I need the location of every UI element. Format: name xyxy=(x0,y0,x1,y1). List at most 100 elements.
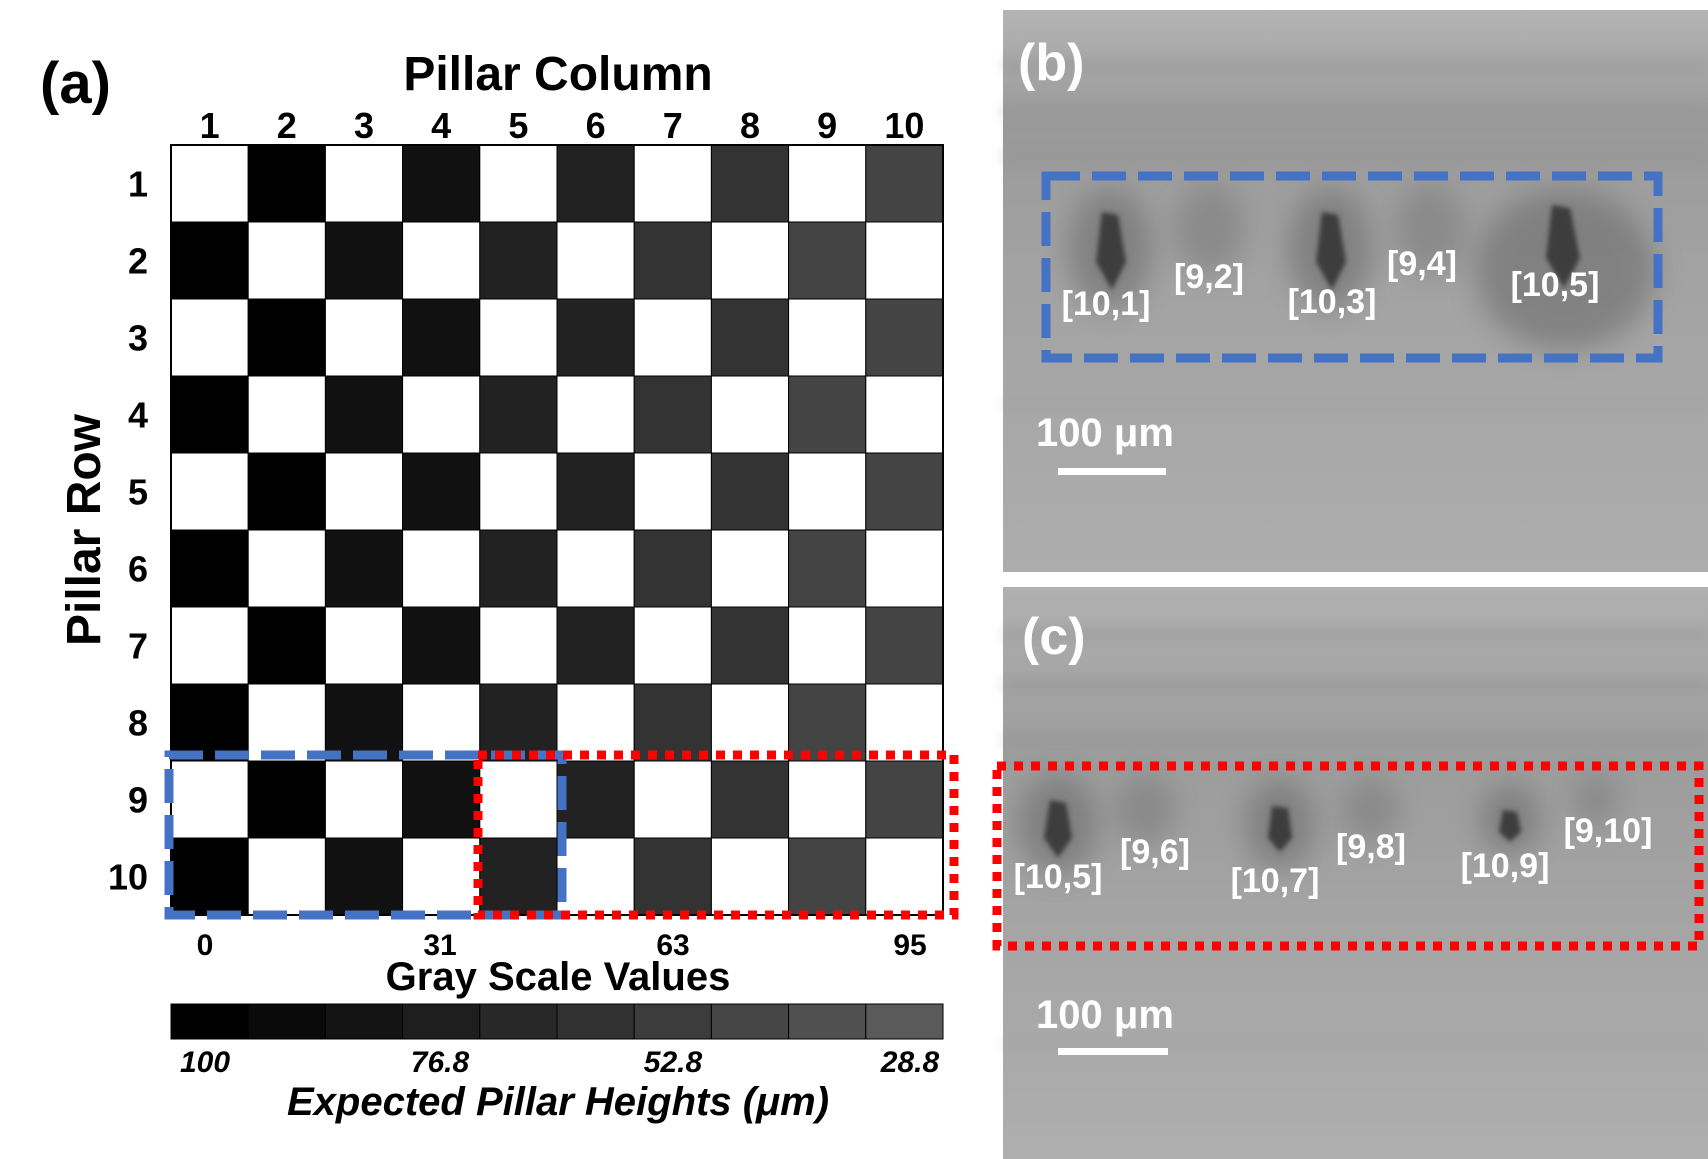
height-axis-title: Expected Pillar Heights (μm) xyxy=(287,1080,829,1124)
grid-cell-r9-c10 xyxy=(865,760,944,839)
grid-cell-r7-c6 xyxy=(556,606,635,685)
grid-cell-r8-c2 xyxy=(247,683,326,762)
grid-cell-r10-c4 xyxy=(402,837,481,916)
grid-cell-r9-c8 xyxy=(710,760,790,839)
grid-cell-r5-c4 xyxy=(402,452,481,531)
checkerboard-grid xyxy=(170,144,944,916)
gray-swatch xyxy=(170,1003,249,1040)
grid-cell-r6-c9 xyxy=(788,529,867,608)
grid-cell-r1-c9 xyxy=(788,144,867,223)
scale-bar-label-b: 100 μm xyxy=(1036,411,1174,455)
panel-c-label: (c) xyxy=(1022,608,1086,666)
grid-cell-r7-c8 xyxy=(710,606,790,685)
grid-cell-r4-c10 xyxy=(865,375,944,454)
grid-cell-r5-c6 xyxy=(556,452,635,531)
panel-a-label: (a) xyxy=(40,51,111,116)
pillar-labels-b: [10,1] [9,2] [10,3] [9,4] [10,5] xyxy=(1062,245,1600,323)
red-dotted-box-c xyxy=(992,761,1704,951)
grid-cell-r6-c7 xyxy=(633,529,712,608)
pillar-label-b: [10,1] xyxy=(1062,285,1151,323)
row-axis-title: Pillar Row xyxy=(58,413,111,646)
grid-cell-r9-c5 xyxy=(479,760,558,839)
grid-cell-r5-c3 xyxy=(324,452,404,531)
grid-cell-r10-c7 xyxy=(633,837,712,916)
grid-cell-r7-c10 xyxy=(865,606,944,685)
height-tick: 100 xyxy=(180,1046,230,1079)
grid-cell-r4-c6 xyxy=(556,375,635,454)
grid-cell-r1-c5 xyxy=(479,144,558,223)
gray-swatch xyxy=(479,1003,558,1040)
grid-cell-r8-c9 xyxy=(788,683,867,762)
blue-dashed-box-b xyxy=(1041,171,1663,363)
grid-cell-r3-c1 xyxy=(170,298,249,377)
row-label: 2 xyxy=(128,241,148,282)
red-dotted-box xyxy=(473,750,959,920)
gray-swatch xyxy=(247,1003,326,1040)
row-label: 1 xyxy=(128,164,148,205)
column-label: 6 xyxy=(586,105,606,146)
row-label: 3 xyxy=(128,318,148,359)
grid-cell-r10-c8 xyxy=(710,837,790,916)
column-labels: 1 2 3 4 5 6 7 8 9 10 xyxy=(200,105,925,146)
row-labels: 1 2 3 4 5 6 7 8 9 10 xyxy=(108,164,148,898)
grid-cell-r6-c3 xyxy=(324,529,404,608)
grid-cell-r1-c1 xyxy=(170,144,249,223)
grid-cell-r3-c10 xyxy=(865,298,944,377)
gray-scale-bar xyxy=(170,1003,944,1040)
grid-cell-r1-c10 xyxy=(865,144,944,223)
grid-cell-r10-c5 xyxy=(479,837,558,916)
grid-cell-r9-c7 xyxy=(633,760,712,839)
gray-scale-tick: 95 xyxy=(893,929,926,962)
grid-cell-r2-c3 xyxy=(324,221,404,300)
grid-cell-r4-c1 xyxy=(170,375,249,454)
row-label: 6 xyxy=(128,549,148,590)
grid-cell-r10-c10 xyxy=(865,837,944,916)
grid-cell-r9-c6 xyxy=(556,760,635,839)
grid-cell-r2-c2 xyxy=(247,221,326,300)
grid-cell-r2-c9 xyxy=(788,221,867,300)
scale-bar-label-c: 100 μm xyxy=(1036,993,1174,1037)
grid-cell-r4-c4 xyxy=(402,375,481,454)
grid-cell-r3-c5 xyxy=(479,298,558,377)
grid-cell-r2-c1 xyxy=(170,221,249,300)
pillar-label-c: [9,8] xyxy=(1336,828,1406,866)
grid-cell-r2-c4 xyxy=(402,221,481,300)
pillar-label-c: [9,6] xyxy=(1120,833,1190,871)
grid-cell-r5-c8 xyxy=(710,452,790,531)
column-axis-title: Pillar Column xyxy=(403,48,712,101)
scale-bar-c xyxy=(1058,1048,1168,1055)
grid-cell-r2-c7 xyxy=(633,221,712,300)
grid-cell-r9-c4 xyxy=(402,760,481,839)
panel-b-label: (b) xyxy=(1018,34,1084,92)
grid-cell-r7-c7 xyxy=(633,606,712,685)
grid-cell-r6-c2 xyxy=(247,529,326,608)
grid-cell-r7-c9 xyxy=(788,606,867,685)
grid-cell-r8-c5 xyxy=(479,683,558,762)
gray-scale-tick: 63 xyxy=(656,929,689,962)
grid-cell-r3-c8 xyxy=(710,298,790,377)
grid-cell-r5-c5 xyxy=(479,452,558,531)
grid-cell-r3-c6 xyxy=(556,298,635,377)
column-label: 3 xyxy=(354,105,374,146)
grid-cell-r9-c2 xyxy=(247,760,326,839)
pillar-label-b: [10,3] xyxy=(1288,283,1377,321)
pillars-b xyxy=(1068,185,1655,350)
column-label: 5 xyxy=(508,105,528,146)
grid-cell-r5-c1 xyxy=(170,452,249,531)
grid-cell-r2-c6 xyxy=(556,221,635,300)
column-label: 1 xyxy=(200,105,220,146)
grid-cell-r6-c6 xyxy=(556,529,635,608)
grid-cell-r1-c7 xyxy=(633,144,712,223)
grid-cell-r6-c5 xyxy=(479,529,558,608)
gray-swatch xyxy=(402,1003,481,1040)
grid-cell-r1-c4 xyxy=(402,144,481,223)
grid-cell-r4-c7 xyxy=(633,375,712,454)
pillar-label-b: [9,4] xyxy=(1387,245,1457,283)
grid-cell-r7-c4 xyxy=(402,606,481,685)
row-label: 4 xyxy=(128,395,148,436)
gray-scale-ticks: 0 31 63 95 xyxy=(197,929,927,962)
panel-a: (a) Pillar Column 1 2 3 4 5 6 7 8 9 10 1234567891… xyxy=(40,48,959,1124)
row-label: 9 xyxy=(128,780,148,821)
grid-cell-r8-c10 xyxy=(865,683,944,762)
